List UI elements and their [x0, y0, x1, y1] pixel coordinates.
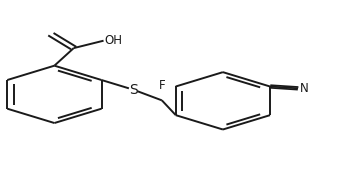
Text: OH: OH	[105, 34, 122, 47]
Text: F: F	[159, 78, 166, 92]
Text: N: N	[300, 82, 309, 95]
Text: S: S	[129, 83, 138, 97]
